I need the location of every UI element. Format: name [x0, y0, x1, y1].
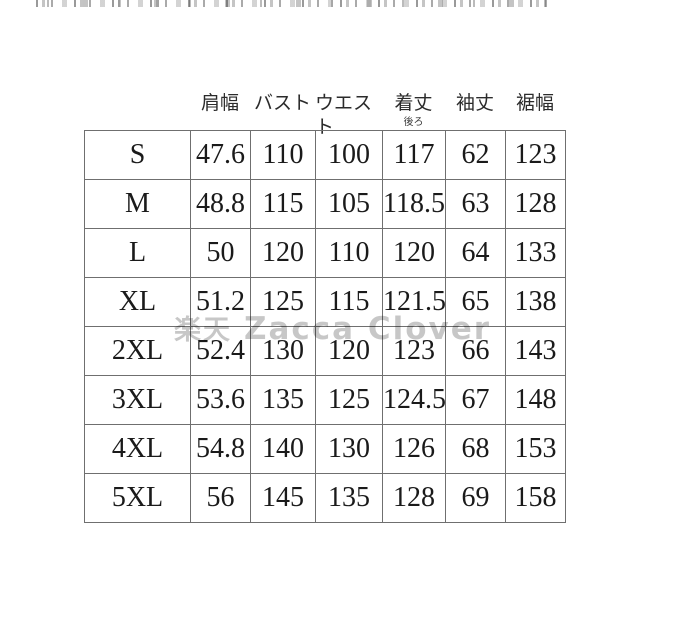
measurement-cell: 64: [445, 228, 506, 278]
column-header-bust: バスト: [250, 92, 315, 140]
measurement-cell: 100: [315, 130, 383, 180]
measurement-cell: 124.5: [382, 375, 446, 425]
table-row: L 50 120 110 120 64 133: [84, 228, 566, 278]
table-row: XL 51.2 125 115 121.5 65 138: [84, 277, 566, 327]
measurement-cell: 50: [190, 228, 251, 278]
measurement-cell: 128: [382, 473, 446, 523]
measurement-cell: 125: [315, 375, 383, 425]
table-row: M 48.8 115 105 118.5 63 128: [84, 179, 566, 229]
measurement-cell: 48.8: [190, 179, 251, 229]
measurement-cell: 158: [505, 473, 566, 523]
table-row: S 47.6 110 100 117 62 123: [84, 130, 566, 180]
measurement-cell: 110: [250, 130, 316, 180]
measurement-cell: 153: [505, 424, 566, 474]
measurement-cell: 66: [445, 326, 506, 376]
body-length-back-note: 後ろ: [403, 117, 424, 128]
measurement-cell: 63: [445, 179, 506, 229]
measurement-cell: 120: [315, 326, 383, 376]
measurement-cell: 115: [250, 179, 316, 229]
size-label-cell: 5XL: [84, 473, 191, 523]
measurement-cell: 53.6: [190, 375, 251, 425]
column-header-label: バスト: [253, 93, 311, 114]
measurement-cell: 145: [250, 473, 316, 523]
column-header-label: 肩幅: [200, 93, 239, 114]
column-header-hem-width: 裾幅: [505, 92, 565, 140]
size-label-cell: XL: [84, 277, 191, 327]
measurement-cell: 67: [445, 375, 506, 425]
measurement-cell: 120: [250, 228, 316, 278]
table-row: 5XL 56 145 135 128 69 158: [84, 473, 566, 523]
measurement-cell: 126: [382, 424, 446, 474]
measurement-cell: 125: [250, 277, 316, 327]
measurement-cell: 65: [445, 277, 506, 327]
table-row: 3XL 53.6 135 125 124.5 67 148: [84, 375, 566, 425]
size-label-cell: S: [84, 130, 191, 180]
measurement-cell: 130: [315, 424, 383, 474]
size-label-cell: L: [84, 228, 191, 278]
measurement-cell: 110: [315, 228, 383, 278]
cropped-text-fragments: [36, 0, 548, 7]
table-row: 2XL 52.4 130 120 123 66 143: [84, 326, 566, 376]
measurement-cell: 121.5: [382, 277, 446, 327]
measurement-cell: 130: [250, 326, 316, 376]
measurement-cell: 123: [505, 130, 566, 180]
measurement-cell: 62: [445, 130, 506, 180]
column-header-label: 袖丈: [455, 93, 494, 114]
column-header-shoulder-width: 肩幅: [190, 92, 250, 140]
measurement-cell: 51.2: [190, 277, 251, 327]
measurement-cell: 118.5: [382, 179, 446, 229]
measurement-cell: 105: [315, 179, 383, 229]
size-label-cell: M: [84, 179, 191, 229]
measurement-cell: 135: [315, 473, 383, 523]
measurement-cell: 52.4: [190, 326, 251, 376]
size-label-cell: 3XL: [84, 375, 191, 425]
measurement-cell: 133: [505, 228, 566, 278]
measurement-cell: 120: [382, 228, 446, 278]
column-header-body-length: 着丈 後ろ: [382, 92, 445, 140]
measurement-cell: 56: [190, 473, 251, 523]
measurement-cell: 135: [250, 375, 316, 425]
measurement-cell: 68: [445, 424, 506, 474]
column-header-label: 裾幅: [515, 93, 554, 114]
measurement-cell: 140: [250, 424, 316, 474]
size-label-cell: 2XL: [84, 326, 191, 376]
measurement-cell: 115: [315, 277, 383, 327]
measurement-cell: 143: [505, 326, 566, 376]
column-header-sleeve-length: 袖丈: [445, 92, 505, 140]
measurement-cell: 54.8: [190, 424, 251, 474]
size-label-cell: 4XL: [84, 424, 191, 474]
column-header-row: 肩幅 バスト ウエスト 着丈 後ろ 袖丈 裾幅: [84, 92, 565, 140]
measurement-cell: 148: [505, 375, 566, 425]
measurement-cell: 47.6: [190, 130, 251, 180]
measurement-cell: 69: [445, 473, 506, 523]
column-header-label: 着丈: [394, 93, 433, 114]
size-table: S 47.6 110 100 117 62 123 M 48.8 115 105…: [84, 130, 566, 523]
measurement-cell: 138: [505, 277, 566, 327]
measurement-cell: 128: [505, 179, 566, 229]
table-row: 4XL 54.8 140 130 126 68 153: [84, 424, 566, 474]
measurement-cell: 123: [382, 326, 446, 376]
measurement-cell: 117: [382, 130, 446, 180]
